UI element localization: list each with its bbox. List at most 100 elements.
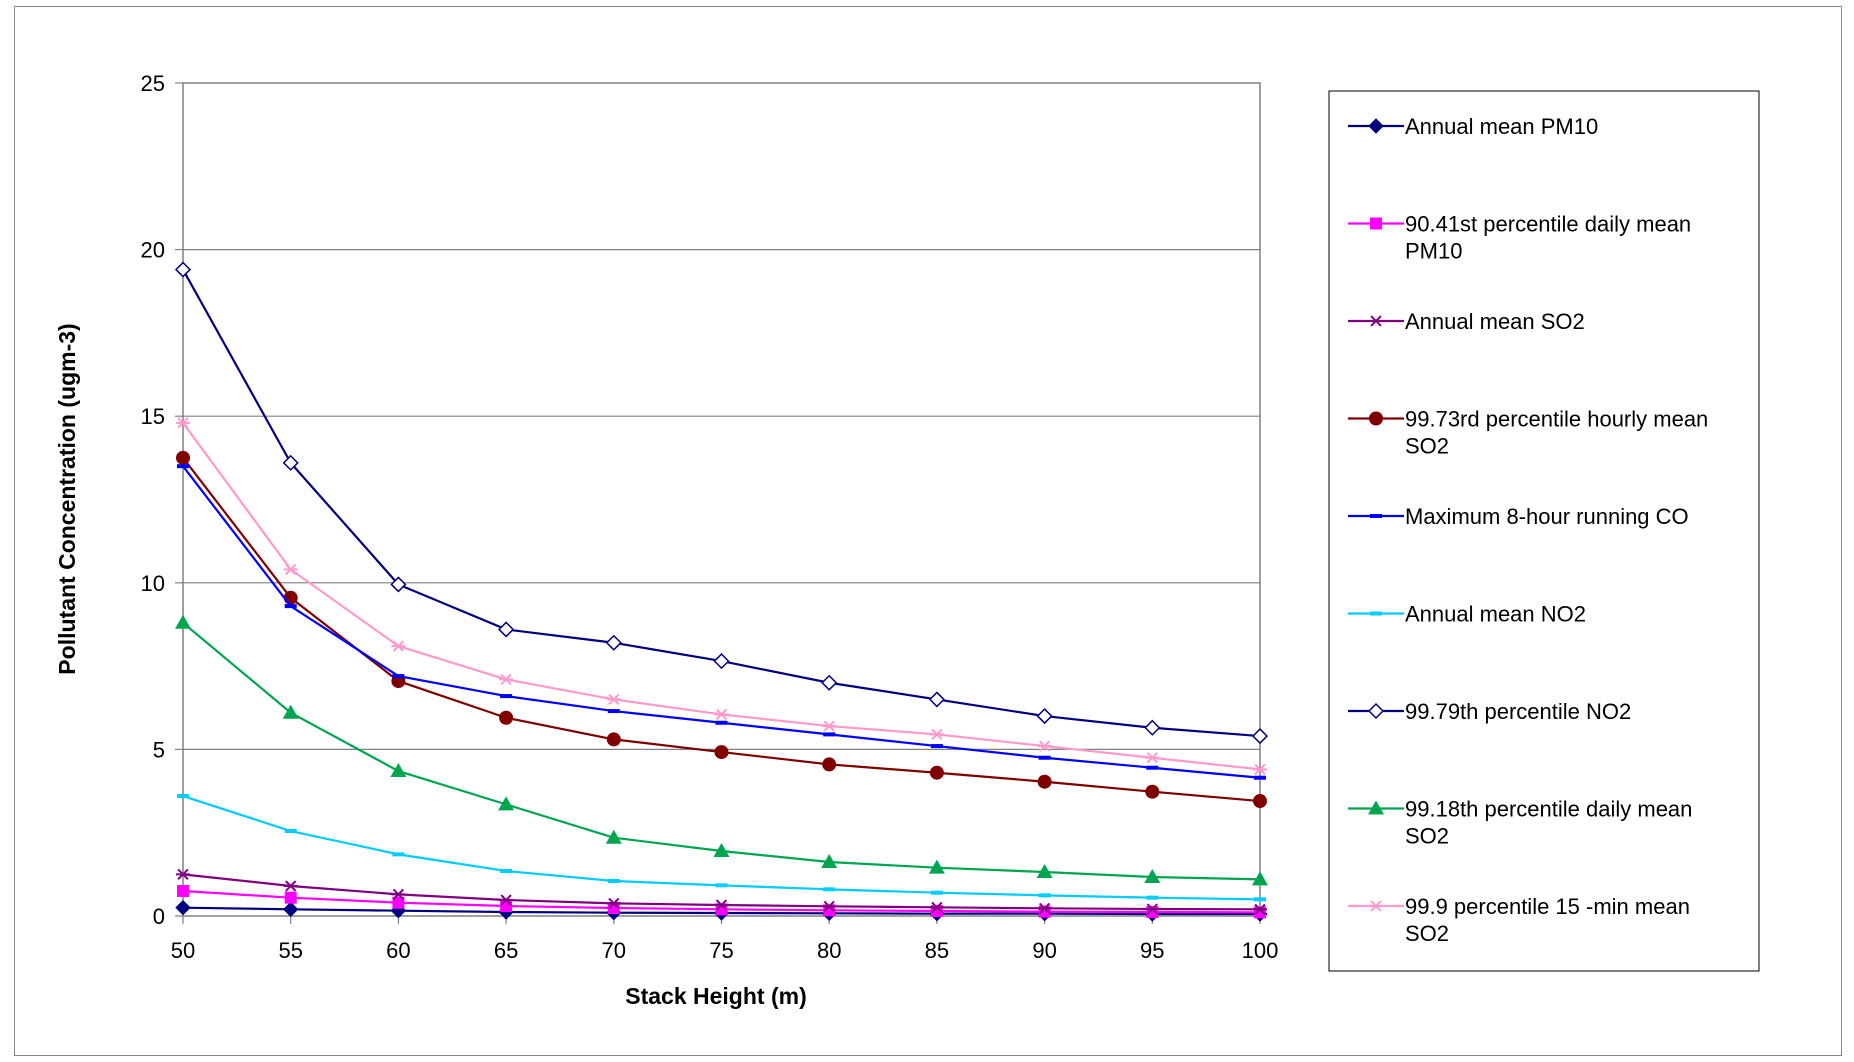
legend-swatch-marker-6 — [1370, 611, 1382, 616]
series-7-point-55 — [282, 454, 299, 471]
series-4-point-65 — [499, 710, 514, 725]
series-6-point-55 — [284, 829, 297, 834]
legend-entry-6: Annual mean NO2 — [1348, 602, 1586, 627]
series-7 — [174, 261, 1269, 745]
series-6-point-75 — [715, 883, 728, 888]
series-5-point-85 — [930, 744, 943, 749]
series-6-point-90 — [1038, 893, 1051, 898]
legend-label-2-line-1: 90.41st percentile daily mean — [1405, 212, 1691, 237]
series-5-point-95 — [1146, 765, 1159, 770]
x-tick-label-100: 100 — [1242, 938, 1279, 963]
legend-label-1-line-1: Annual mean PM10 — [1405, 114, 1598, 139]
series-8-point-100 — [1252, 871, 1268, 886]
legend: Annual mean PM10 90.41st percentile daily… — [1348, 114, 1708, 946]
series-7-point-85 — [928, 691, 945, 708]
series-9-point-75 — [714, 708, 729, 721]
series-7-point-95 — [1144, 719, 1161, 736]
series-9-point-85 — [929, 728, 944, 741]
series-9-point-90 — [1037, 740, 1052, 752]
y-tick-label-0: 0 — [153, 904, 165, 929]
series — [174, 261, 1269, 922]
legend-label-6-line-1: Annual mean NO2 — [1405, 602, 1586, 627]
series-6-point-100 — [1254, 897, 1266, 902]
series-6-point-85 — [930, 890, 943, 895]
series-3-point-60 — [391, 888, 406, 900]
series-8-point-80 — [821, 854, 838, 869]
series-5-point-75 — [715, 720, 728, 725]
series-4-point-70 — [606, 732, 621, 747]
x-tick-label-70: 70 — [602, 938, 626, 963]
series-6-point-65 — [500, 869, 513, 874]
series-9-point-55 — [283, 563, 298, 576]
legend-entry-3: Annual mean SO2 — [1348, 309, 1585, 334]
series-7-point-90 — [1036, 708, 1053, 725]
legend-label-8-line-1: 99.18th percentile daily mean — [1405, 797, 1692, 822]
series-9-point-70 — [606, 693, 621, 706]
series-8-point-85 — [928, 859, 945, 874]
y-axis-title: Pollutant Concentration (ugm-3) — [54, 323, 80, 674]
gridlines — [183, 249, 1260, 751]
series-8-point-60 — [390, 763, 407, 778]
y-tick-label-25: 25 — [141, 71, 165, 96]
series-7-point-70 — [605, 634, 622, 651]
series-3-point-95 — [1145, 903, 1160, 915]
y-tick-label-20: 20 — [141, 238, 165, 263]
legend-label-4-line-1: 99.73rd percentile hourly mean — [1405, 407, 1708, 432]
x-axis-title: Stack Height (m) — [625, 983, 806, 1009]
legend-label-7-line-1: 99.79th percentile NO2 — [1405, 699, 1631, 724]
legend-swatch-marker-7 — [1367, 702, 1385, 720]
series-4-point-55 — [283, 590, 298, 605]
series-5-line — [182, 465, 1261, 779]
series-2-point-50 — [177, 885, 189, 898]
series-6-point-95 — [1146, 895, 1159, 900]
series-6 — [177, 794, 1266, 902]
series-9-point-100 — [1253, 763, 1267, 775]
legend-label-8-line-2: SO2 — [1405, 824, 1449, 849]
series-8-point-55 — [282, 704, 299, 719]
series-5-point-100 — [1254, 775, 1266, 780]
series-6-point-60 — [392, 852, 405, 857]
series-8-point-50 — [175, 614, 191, 629]
legend-swatch-marker-1 — [1368, 118, 1384, 134]
legend-label-4-line-2: SO2 — [1405, 434, 1449, 459]
series-5-point-65 — [500, 694, 513, 699]
series-8 — [175, 614, 1268, 886]
series-4-point-80 — [822, 757, 837, 772]
series-1-point-55 — [282, 901, 299, 918]
legend-swatch-marker-3 — [1369, 315, 1383, 327]
series-2-point-65 — [500, 900, 513, 913]
series-4-point-100 — [1253, 794, 1267, 809]
series-9-point-50 — [176, 417, 190, 429]
series-7-point-100 — [1251, 728, 1269, 745]
series-5-point-70 — [607, 709, 620, 714]
series-8-point-70 — [605, 829, 622, 844]
series-6-point-80 — [823, 887, 836, 892]
x-tick-label-50: 50 — [171, 938, 195, 963]
x-tick-label-55: 55 — [278, 938, 302, 963]
y-tick-label-15: 15 — [141, 404, 165, 429]
series-3-point-65 — [499, 894, 514, 906]
x-tick-label-80: 80 — [817, 938, 841, 963]
legend-box — [1328, 90, 1760, 972]
series-9-point-60 — [391, 640, 406, 652]
legend-label-9-line-1: 99.9 percentile 15 -min mean — [1405, 894, 1690, 919]
legend-swatch-marker-4 — [1369, 411, 1383, 426]
series-9-line — [182, 422, 1261, 771]
series-4-point-75 — [714, 745, 729, 760]
x-tick-label-95: 95 — [1140, 938, 1164, 963]
series-7-point-80 — [821, 674, 838, 691]
legend-swatch-marker-5 — [1370, 514, 1382, 518]
series-5-point-50 — [177, 464, 189, 469]
series-9-point-95 — [1145, 752, 1160, 764]
legend-entry-5: Maximum 8-hour running CO — [1348, 504, 1689, 529]
series-8-point-75 — [713, 843, 730, 858]
axes: 0 5 10 15 20 25 50 55 60 65 70 75 80 85 90 95 100 — [141, 71, 1279, 963]
x-tick-label-90: 90 — [1032, 938, 1056, 963]
series-7-point-65 — [498, 621, 515, 638]
series-3-point-90 — [1037, 902, 1052, 914]
series-8-point-95 — [1144, 869, 1161, 884]
